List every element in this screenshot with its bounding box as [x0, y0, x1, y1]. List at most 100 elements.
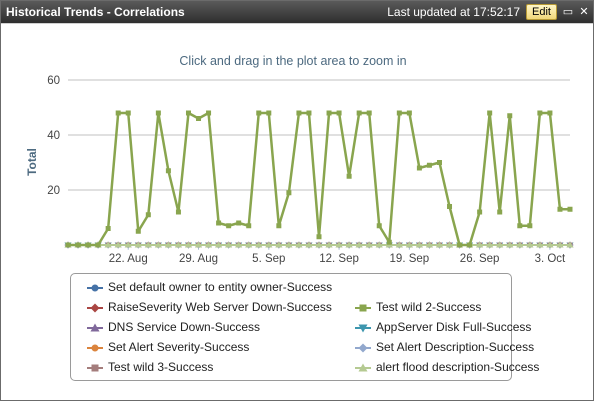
data-point[interactable]: [366, 110, 372, 116]
data-point[interactable]: [174, 241, 182, 248]
data-point[interactable]: [386, 239, 392, 245]
data-point[interactable]: [566, 241, 574, 248]
data-point[interactable]: [276, 223, 282, 229]
data-point[interactable]: [376, 223, 382, 229]
data-point[interactable]: [457, 242, 463, 248]
data-point[interactable]: [487, 110, 493, 116]
data-point[interactable]: [225, 241, 233, 248]
data-point[interactable]: [425, 241, 433, 248]
data-point[interactable]: [245, 241, 253, 248]
close-icon[interactable]: ✕: [579, 6, 589, 18]
data-point[interactable]: [114, 241, 122, 248]
data-point[interactable]: [365, 241, 373, 248]
data-point[interactable]: [325, 241, 333, 248]
data-point[interactable]: [567, 206, 573, 212]
data-point[interactable]: [164, 241, 172, 248]
data-point[interactable]: [235, 241, 243, 248]
data-point[interactable]: [155, 110, 161, 116]
data-point[interactable]: [316, 234, 322, 240]
data-point[interactable]: [296, 110, 302, 116]
data-point[interactable]: [346, 173, 352, 179]
data-point[interactable]: [517, 223, 523, 229]
data-point[interactable]: [125, 110, 131, 116]
data-point[interactable]: [335, 241, 343, 248]
data-point[interactable]: [295, 241, 303, 248]
data-point[interactable]: [236, 220, 242, 226]
data-point[interactable]: [306, 110, 312, 116]
data-point[interactable]: [536, 241, 544, 248]
data-point[interactable]: [165, 168, 171, 174]
data-point[interactable]: [395, 241, 403, 248]
data-point[interactable]: [195, 241, 203, 248]
data-point[interactable]: [557, 206, 563, 212]
data-point[interactable]: [486, 241, 494, 248]
data-point[interactable]: [507, 113, 513, 119]
data-point[interactable]: [336, 110, 342, 116]
data-point[interactable]: [416, 165, 422, 171]
data-point[interactable]: [154, 241, 162, 248]
data-point[interactable]: [124, 241, 132, 248]
data-point[interactable]: [286, 190, 292, 196]
data-point[interactable]: [105, 226, 111, 231]
data-point[interactable]: [144, 241, 152, 248]
data-point[interactable]: [506, 241, 514, 248]
data-point[interactable]: [496, 241, 504, 248]
data-point[interactable]: [215, 241, 223, 248]
data-point[interactable]: [246, 223, 252, 229]
data-point[interactable]: [396, 110, 402, 116]
data-point[interactable]: [216, 220, 222, 226]
data-point[interactable]: [527, 223, 533, 229]
panel-titlebar[interactable]: Historical Trends - Correlations Last up…: [1, 1, 593, 23]
data-point[interactable]: [205, 241, 213, 248]
data-point[interactable]: [115, 110, 121, 116]
data-point[interactable]: [356, 110, 362, 116]
data-point[interactable]: [415, 241, 423, 248]
data-point[interactable]: [185, 110, 191, 116]
data-point[interactable]: [426, 162, 432, 168]
edit-button[interactable]: Edit: [526, 4, 557, 20]
data-point[interactable]: [556, 241, 564, 248]
data-point[interactable]: [547, 110, 553, 116]
data-point[interactable]: [104, 241, 112, 248]
data-point[interactable]: [134, 241, 142, 248]
data-point[interactable]: [65, 242, 71, 248]
minimize-icon[interactable]: ▭: [562, 6, 574, 18]
data-point[interactable]: [345, 241, 353, 248]
data-point[interactable]: [175, 209, 181, 215]
data-point[interactable]: [95, 242, 101, 248]
data-point[interactable]: [266, 110, 272, 116]
data-point[interactable]: [145, 212, 151, 218]
data-point[interactable]: [265, 241, 273, 248]
data-point[interactable]: [516, 241, 524, 248]
data-point[interactable]: [85, 242, 91, 248]
series-8[interactable]: [64, 241, 574, 248]
data-point[interactable]: [447, 204, 453, 209]
data-point[interactable]: [406, 110, 412, 116]
data-point[interactable]: [326, 110, 332, 116]
data-point[interactable]: [497, 209, 503, 215]
data-point[interactable]: [75, 242, 81, 248]
data-point[interactable]: [305, 241, 313, 248]
data-point[interactable]: [184, 241, 192, 248]
data-point[interactable]: [226, 223, 232, 229]
data-point[interactable]: [467, 242, 473, 248]
data-point[interactable]: [355, 241, 363, 248]
data-point[interactable]: [255, 241, 263, 248]
data-point[interactable]: [285, 241, 293, 248]
data-point[interactable]: [526, 241, 534, 248]
data-point[interactable]: [477, 209, 483, 215]
data-point[interactable]: [315, 241, 323, 248]
data-point[interactable]: [446, 241, 454, 248]
data-point[interactable]: [405, 241, 413, 248]
data-point[interactable]: [435, 241, 443, 248]
data-point[interactable]: [375, 241, 383, 248]
data-point[interactable]: [275, 241, 283, 248]
data-point[interactable]: [436, 160, 442, 165]
data-point[interactable]: [537, 110, 543, 116]
data-point[interactable]: [135, 228, 141, 234]
data-point[interactable]: [206, 110, 212, 116]
series-2[interactable]: [65, 110, 573, 248]
data-point[interactable]: [256, 110, 262, 116]
data-point[interactable]: [546, 241, 554, 248]
trend-chart[interactable]: Click and drag in the plot area to zoom …: [1, 24, 593, 401]
